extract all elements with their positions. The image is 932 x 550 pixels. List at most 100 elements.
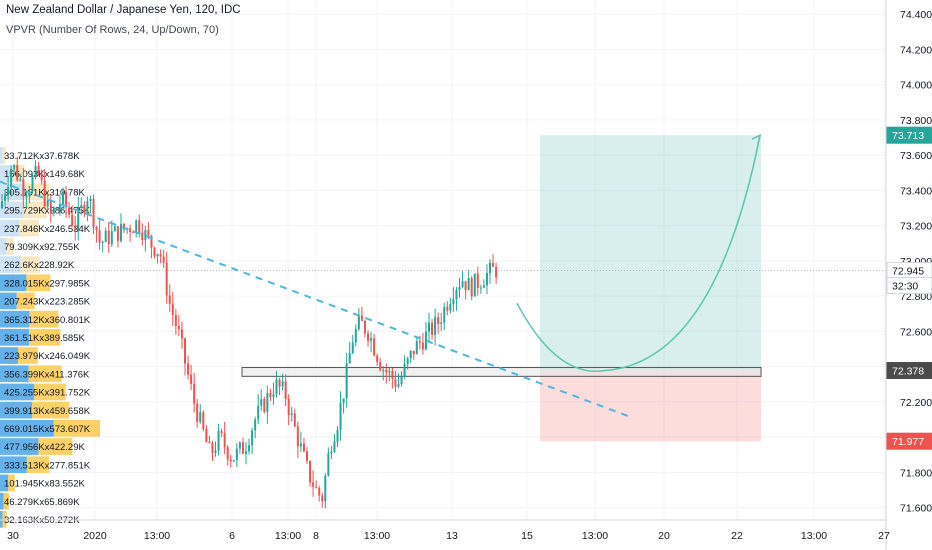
volume-bar-up (0, 165, 13, 182)
candle-body (330, 451, 333, 454)
candle-body (479, 287, 482, 289)
time-tick-label: 13:00 (364, 530, 390, 542)
candle-body (43, 180, 46, 207)
candle-body (254, 419, 257, 431)
volume-bar-up (0, 147, 3, 164)
volume-bar-down (26, 274, 51, 292)
volume-bar-down (18, 347, 38, 364)
price-tick-label: 74.000 (900, 80, 932, 92)
candle-body (25, 196, 28, 198)
candle-body (49, 200, 52, 214)
volume-bar-down (12, 165, 25, 182)
volume-row-label: 356.399Kx411.376K (4, 369, 90, 380)
price-tick-label: 73.600 (900, 150, 932, 162)
candle-body (321, 495, 324, 502)
candle-body (174, 315, 177, 327)
candle-body (123, 223, 125, 230)
candle-body (187, 363, 190, 375)
candle-body (333, 441, 336, 452)
profit-zone (540, 135, 761, 371)
candle-body (492, 262, 495, 267)
candle-body (34, 165, 37, 177)
candle-body (71, 214, 74, 226)
candle-body (113, 226, 116, 232)
candle-body (168, 295, 171, 304)
time-tick-label: 13:00 (582, 530, 608, 542)
candle-body (266, 393, 269, 412)
price-tick-label: 72.600 (900, 326, 932, 338)
candle-body (400, 376, 403, 385)
candle-body (116, 226, 119, 241)
candle-body (464, 281, 467, 291)
candle-body (196, 403, 199, 422)
volume-row-label: 425.255Kx391.752K (4, 388, 91, 399)
candle-body (101, 241, 104, 243)
candle-body (293, 413, 296, 427)
candle-body (345, 363, 348, 399)
projection-curve (516, 135, 761, 373)
candle-body (327, 453, 330, 476)
candle-body (92, 198, 95, 227)
candle-body (446, 306, 449, 311)
candle-body (95, 226, 98, 231)
candle-body (40, 173, 43, 181)
candle-body (269, 393, 272, 398)
volume-bar-up (0, 511, 3, 528)
candle-body (388, 371, 391, 373)
candle-body (315, 486, 318, 488)
volume-bar-down (26, 456, 50, 474)
volume-bar-up (0, 347, 19, 364)
candle-body (205, 428, 208, 443)
candle-body (348, 353, 351, 364)
candle-body (232, 460, 235, 462)
volume-bar-down (53, 420, 100, 437)
candle-body (4, 194, 7, 201)
volume-row-label: 223.979Kx246.049K (4, 351, 91, 362)
time-tick-label: 22 (731, 530, 743, 542)
candle-body (199, 412, 202, 422)
candle-body (202, 412, 205, 429)
candle-body (83, 205, 86, 213)
candle-body (290, 413, 293, 416)
volume-row-label: 477.956Kx422.29K (4, 442, 85, 453)
candle-body (37, 165, 40, 174)
price-badge (886, 362, 932, 380)
candle-body (260, 399, 263, 406)
candle-body (391, 371, 394, 379)
price-tick-label: 73.800 (900, 115, 932, 127)
candle-body (284, 381, 287, 400)
price-tick-label: 71.800 (900, 467, 932, 479)
candle-body (324, 475, 327, 502)
candle-body (211, 443, 214, 453)
volume-bar-up (0, 256, 22, 273)
time-axis[interactable]: 30 2020 13:00 6 13:00 8 13:00 13 15 13:00 20 22 13:0… (7, 530, 890, 542)
candle-body (299, 443, 302, 447)
candle-body (104, 230, 107, 242)
volume-bar-up (0, 238, 7, 255)
volume-bar-up (0, 420, 54, 437)
candle-body (159, 254, 162, 257)
candle-body (296, 426, 299, 447)
price-badge (886, 277, 932, 295)
volume-row-label: 207.243Kx223.285K (4, 297, 91, 308)
price-badge-label: 73.713 (892, 130, 924, 142)
time-tick-label: 13 (446, 530, 458, 542)
time-tick-label: 6 (229, 530, 235, 542)
drawings (0, 133, 886, 417)
volume-row-label: 333.513Kx277.851K (4, 460, 91, 471)
volume-row-label: 46.279Kx65.869K (4, 497, 80, 508)
candle-body (473, 273, 476, 297)
candle-body (220, 431, 223, 433)
candle-body (62, 191, 64, 205)
indicator-legend[interactable]: VPVR (Number Of Rows, 24, Up/Down, 70) (6, 24, 219, 36)
candle-body (485, 273, 488, 286)
candle-body (86, 201, 89, 213)
candle-body (449, 304, 452, 311)
candle-body (397, 384, 400, 387)
candle-body (241, 442, 244, 454)
candle-body (370, 338, 373, 341)
candles (1, 156, 498, 509)
volume-bar-down (3, 492, 10, 510)
candle-body (180, 329, 183, 339)
